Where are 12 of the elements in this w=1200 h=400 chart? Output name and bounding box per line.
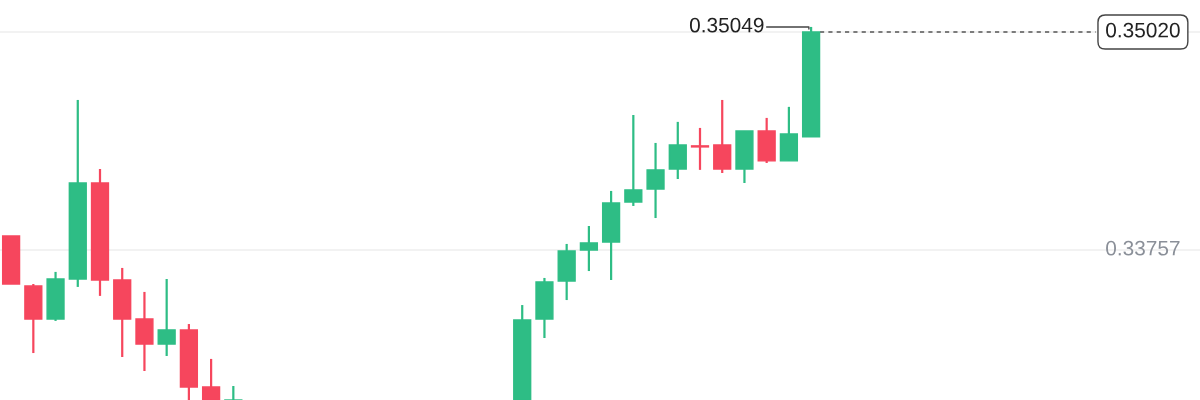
candlestick (668, 120, 687, 181)
candlestick (579, 224, 599, 273)
y-tick-label: 0.33757 (1106, 240, 1180, 256)
candlestick (690, 126, 710, 171)
candlestick (224, 384, 243, 400)
candlestick (646, 141, 665, 220)
candlestick (624, 113, 643, 208)
candlestick (201, 357, 221, 400)
candlestick (157, 277, 176, 358)
y-tick-label: 0.35020 (1106, 22, 1180, 38)
candlestick (713, 98, 732, 175)
annotation: 0.35049 (689, 17, 764, 33)
